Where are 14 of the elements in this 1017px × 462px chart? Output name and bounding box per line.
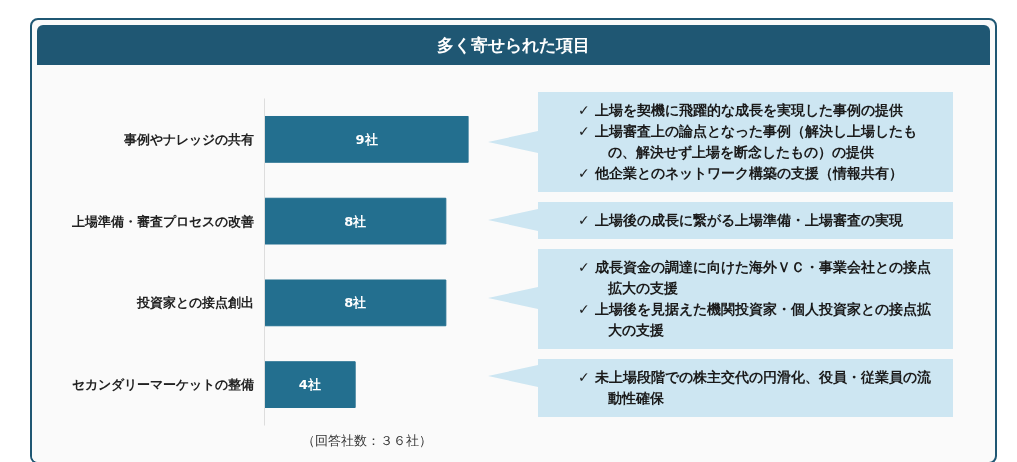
text: ✓ 上場後の成長に繋がる上場準備・上場審査の実現 (577, 211, 904, 230)
y-tick-label: 事例やナレッジの共有 (122, 131, 254, 147)
data-label: 9社 (355, 131, 378, 147)
data-label: 4社 (298, 377, 321, 393)
text: （回答社数：３６社） (301, 432, 432, 448)
text: 多く寄せられた項目 (437, 34, 590, 57)
y-tick-label: 投資家との接点創出 (135, 295, 254, 311)
text: ✓ 成長資金の調達に向けた海外ＶＣ・事業会社との接点拡大の支援 ✓ 上場後を見据えた機関投資家・個人投資家との接点拡大の支援 (577, 258, 932, 340)
data-label: 8社 (344, 295, 367, 311)
data-label: 8社 (344, 213, 367, 229)
text: ✓ 未上場段階での株主交代の円滑化、役員・従業員の流動性確保 (577, 368, 932, 408)
y-tick-label: 上場準備・審査プロセスの改善 (70, 213, 254, 229)
y-tick-label: セカンダリーマーケットの整備 (71, 377, 254, 393)
text: ✓ 上場を契機に飛躍的な成長を実現した事例の提供 ✓ 上場審査上の論点となった事例（解決し上場したもの、解決せず上場を断念したもの）の提供 ✓ 他企業とのネットワーク構築の支援（情報共有） (577, 101, 918, 183)
